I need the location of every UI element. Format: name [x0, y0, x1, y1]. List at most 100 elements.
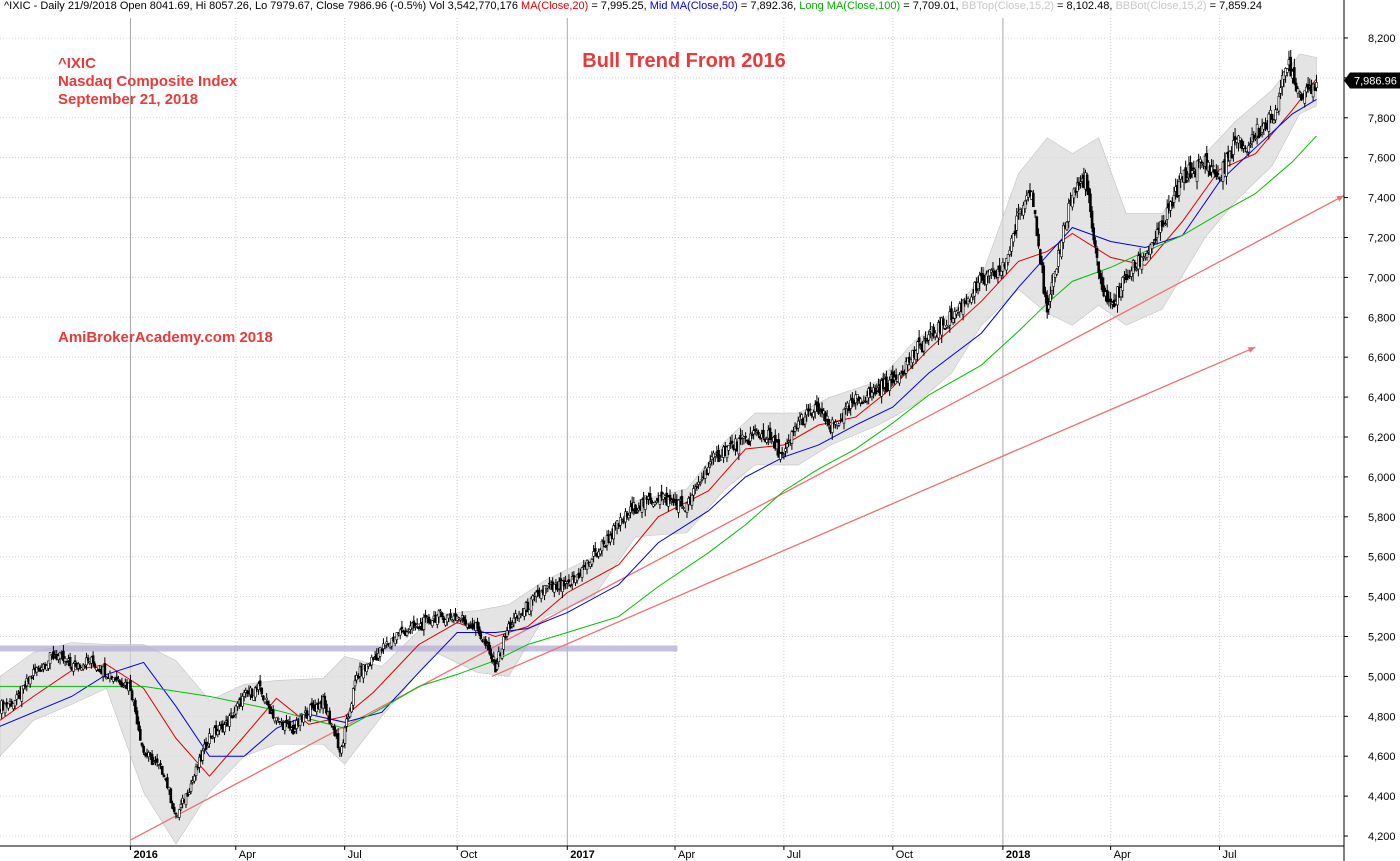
candle-body: [1159, 221, 1162, 233]
candle-body: [333, 726, 336, 737]
candle-body: [1152, 242, 1156, 245]
candle-body: [655, 500, 658, 503]
candle-body: [189, 783, 193, 792]
candle-body: [1192, 167, 1196, 170]
candle-body: [1025, 195, 1028, 201]
candle-body: [1257, 127, 1261, 138]
y-tick-label: 8,200: [1368, 33, 1396, 45]
candle-body: [790, 431, 794, 444]
candle-body: [47, 660, 50, 669]
candle-body: [305, 710, 309, 719]
candle-body: [648, 492, 652, 501]
candle-body: [348, 710, 352, 718]
candle-body: [157, 764, 161, 766]
candle-body: [827, 419, 831, 426]
y-tick-label: 4,600: [1368, 751, 1396, 763]
y-tick-label: 4,800: [1368, 711, 1396, 723]
candle-body: [925, 339, 929, 342]
candle-body: [201, 750, 205, 761]
candle-body: [459, 618, 462, 621]
candle-body: [933, 332, 937, 338]
candle-body: [1296, 88, 1300, 94]
candle-body: [477, 626, 481, 635]
candle-body: [1006, 254, 1010, 263]
candle-body: [424, 614, 427, 617]
candle-body: [484, 639, 487, 646]
candle-body: [252, 695, 256, 701]
candle-body: [869, 386, 872, 396]
candle-body: [390, 637, 394, 647]
x-tick-label: 2017: [570, 849, 594, 861]
candle-body: [7, 703, 10, 709]
candle-body: [752, 430, 755, 435]
candle-body: [209, 735, 213, 738]
candle-body: [479, 633, 483, 640]
candle-body: [658, 494, 662, 505]
candle-body: [1075, 182, 1079, 192]
candle-body: [263, 701, 267, 704]
candle-body: [307, 714, 311, 722]
trendline: [491, 346, 1256, 678]
candle-body: [500, 648, 504, 659]
y-tick-label: 6,200: [1368, 432, 1396, 444]
candle-body: [830, 419, 834, 433]
watermark-label: AmiBrokerAcademy.com 2018: [58, 329, 273, 346]
y-tick-label: 5,600: [1368, 552, 1396, 564]
candle-body: [1247, 145, 1251, 153]
candle-body: [449, 613, 452, 619]
candle-body: [1315, 82, 1318, 88]
candle-body: [68, 657, 72, 667]
candle-body: [229, 712, 233, 715]
candle-body: [166, 777, 169, 789]
candle-body: [48, 652, 52, 664]
candle-body: [1249, 143, 1252, 146]
candle-body: [1121, 277, 1125, 291]
candle-body: [864, 400, 867, 403]
candle-body: [179, 804, 183, 808]
candle-body: [822, 410, 826, 415]
candle-body: [851, 397, 854, 403]
candle-body: [398, 629, 402, 636]
candle-body: [852, 402, 856, 405]
candle-body: [1010, 237, 1013, 252]
candle-body: [1233, 136, 1237, 141]
candle-body: [1267, 113, 1271, 132]
candle-body: [888, 379, 891, 391]
candle-body: [1049, 293, 1052, 302]
candle-body: [30, 676, 34, 679]
candle-body: [1133, 261, 1137, 269]
ma20-line: [0, 78, 1317, 777]
trendlines: [130, 194, 1345, 841]
candle-body: [768, 427, 772, 440]
candle-body: [609, 535, 612, 543]
y-tick-label: 4,200: [1368, 831, 1396, 843]
candle-body: [916, 341, 919, 354]
trendline-arrowhead: [1247, 347, 1256, 353]
y-tick-label: 6,000: [1368, 472, 1396, 484]
candle-body: [942, 318, 945, 326]
candle-body: [445, 614, 449, 623]
candle-body: [204, 741, 208, 750]
candle-body: [1274, 109, 1277, 121]
candle-body: [487, 641, 491, 651]
price-candles: [0, 49, 1318, 821]
candle-body: [757, 431, 760, 435]
candle-body: [700, 479, 704, 481]
bollinger-bands: [0, 53, 1317, 845]
candle-body: [1071, 194, 1074, 208]
candle-body: [83, 665, 87, 668]
candle-body: [1099, 273, 1102, 279]
candle-body: [922, 340, 926, 352]
candle-body: [927, 334, 931, 341]
candle-body: [492, 656, 496, 660]
candle-body: [543, 585, 546, 596]
candle-body: [1200, 161, 1204, 164]
candle-body: [430, 620, 434, 627]
ma50-line: [0, 98, 1317, 757]
candle-body: [276, 718, 280, 720]
candle-body: [1232, 140, 1235, 155]
candle-body: [223, 724, 226, 733]
candle-body: [1060, 240, 1063, 258]
candle-body: [1252, 134, 1256, 140]
